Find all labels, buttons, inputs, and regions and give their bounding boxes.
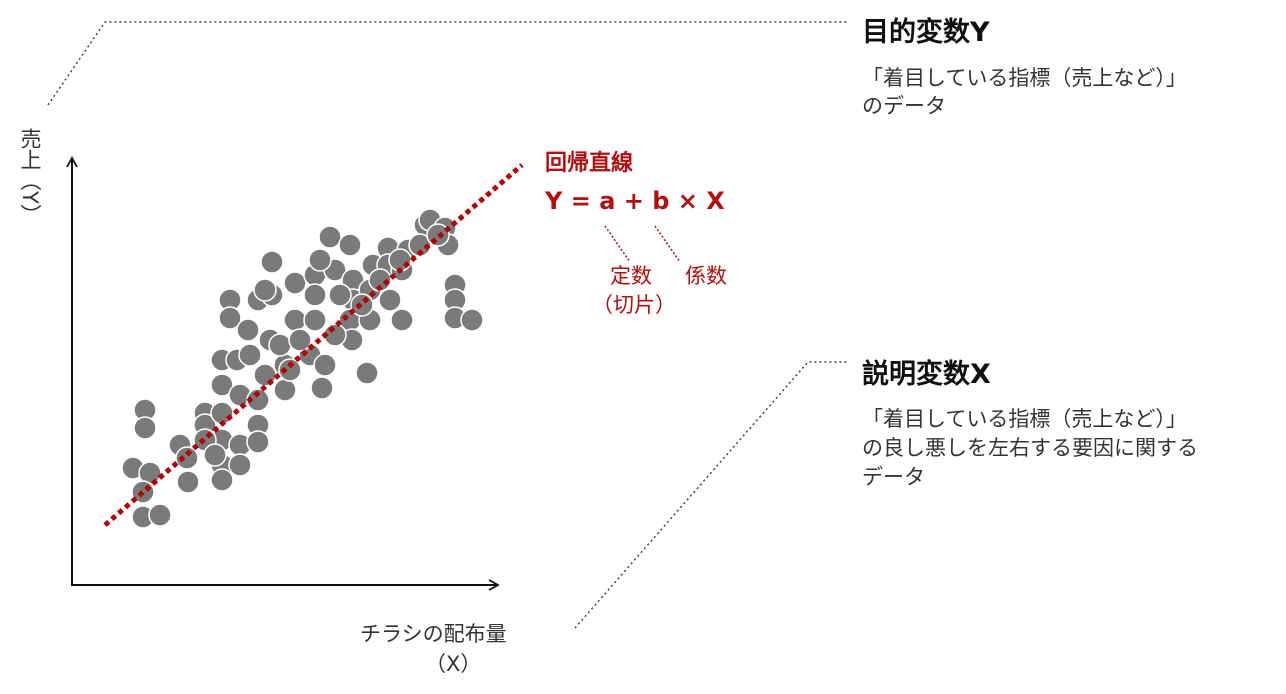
scatter-dot	[246, 430, 270, 454]
explanatory-title: 説明変数X	[862, 359, 991, 390]
scatter-dot	[313, 353, 337, 377]
scatter-dot	[203, 443, 227, 467]
scatter-dot	[310, 376, 334, 400]
scatter-dot	[318, 225, 342, 249]
scatter-dot	[283, 271, 307, 295]
scatter-dot	[368, 268, 392, 292]
scatter-dot	[303, 308, 327, 332]
intercept-label: （切片）	[592, 293, 676, 317]
scatter-dot	[210, 373, 234, 397]
scatter-dot	[238, 343, 262, 367]
scatter-dot	[175, 446, 199, 470]
slope-label: 係数	[685, 264, 727, 288]
scatter-dot	[378, 288, 402, 312]
scatter-dot	[253, 278, 277, 302]
scatter-dot	[236, 318, 260, 342]
x-axis-label: （X）	[425, 652, 482, 676]
scatter-dot	[273, 378, 297, 402]
explanatory-desc: の良し悪しを左右する要因に関する	[862, 436, 1198, 460]
scatter-dot	[308, 248, 332, 272]
scatter-points	[121, 208, 484, 529]
scatter-dot	[328, 283, 352, 307]
regression-formula: Y = a + b × X	[545, 187, 725, 215]
leader-line	[604, 225, 631, 263]
scatter-dot	[355, 361, 379, 385]
leader-line	[47, 21, 848, 106]
y-axis-label: 売上（Y）	[18, 128, 42, 225]
scatter-dot	[268, 333, 292, 357]
scatter-dot	[390, 308, 414, 332]
regression-line	[103, 163, 524, 527]
scatter-dot	[260, 250, 284, 274]
scatter-dot	[176, 470, 200, 494]
intercept-label: 定数	[610, 264, 652, 288]
scatter-dot	[460, 308, 484, 332]
scatter-dot	[303, 283, 327, 307]
explanatory-desc: 「着目している指標（売上など）」	[862, 407, 1187, 431]
leader-line	[574, 361, 848, 629]
scatter-dot	[228, 453, 252, 477]
scatter-dot	[283, 308, 307, 332]
scatter-dot	[338, 233, 362, 257]
scatter-dot	[218, 306, 242, 330]
regression-title: 回帰直線	[545, 151, 634, 176]
objective-title: 目的変数Y	[862, 17, 990, 48]
explanatory-desc: データ	[862, 465, 925, 489]
scatter-dot	[288, 328, 312, 352]
objective-desc: 「着目している指標（売上など）」	[862, 66, 1187, 90]
objective-desc: のデータ	[862, 94, 946, 118]
x-axis-label: チラシの配布量	[360, 622, 507, 646]
scatter-dot	[210, 468, 234, 492]
scatter-dot	[148, 503, 172, 527]
scatter-dot	[278, 358, 302, 382]
scatter-dot	[133, 416, 157, 440]
leader-line	[654, 225, 681, 263]
